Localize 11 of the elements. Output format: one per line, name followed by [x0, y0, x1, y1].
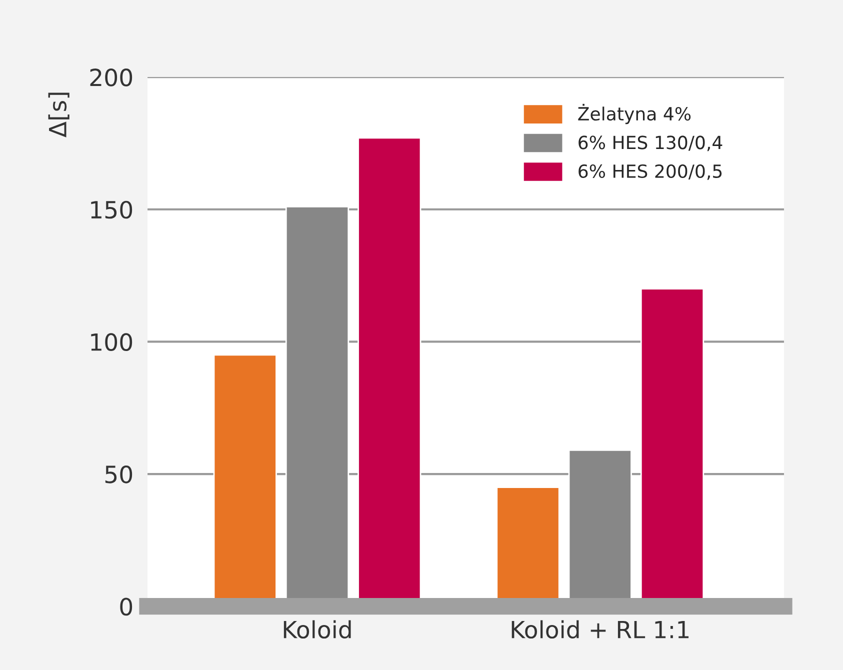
legend-label: 6% HES 130/0,4	[578, 136, 722, 152]
y-tick-label: 50	[105, 465, 132, 484]
x-tick-label: Koloid	[284, 620, 351, 639]
y-tick-label: 100	[91, 333, 132, 352]
y-tick-label: 0	[120, 598, 132, 616]
legend-label: Żelatyna 4%	[578, 104, 691, 124]
x-tick-label: Koloid + RL 1:1	[512, 620, 689, 639]
legend-label: 6% HES 200/0,5	[578, 164, 722, 180]
y-axis-title: Δ[s]	[48, 92, 70, 138]
y-tick-label: 150	[91, 200, 132, 219]
y-tick-label: 200	[90, 68, 132, 86]
